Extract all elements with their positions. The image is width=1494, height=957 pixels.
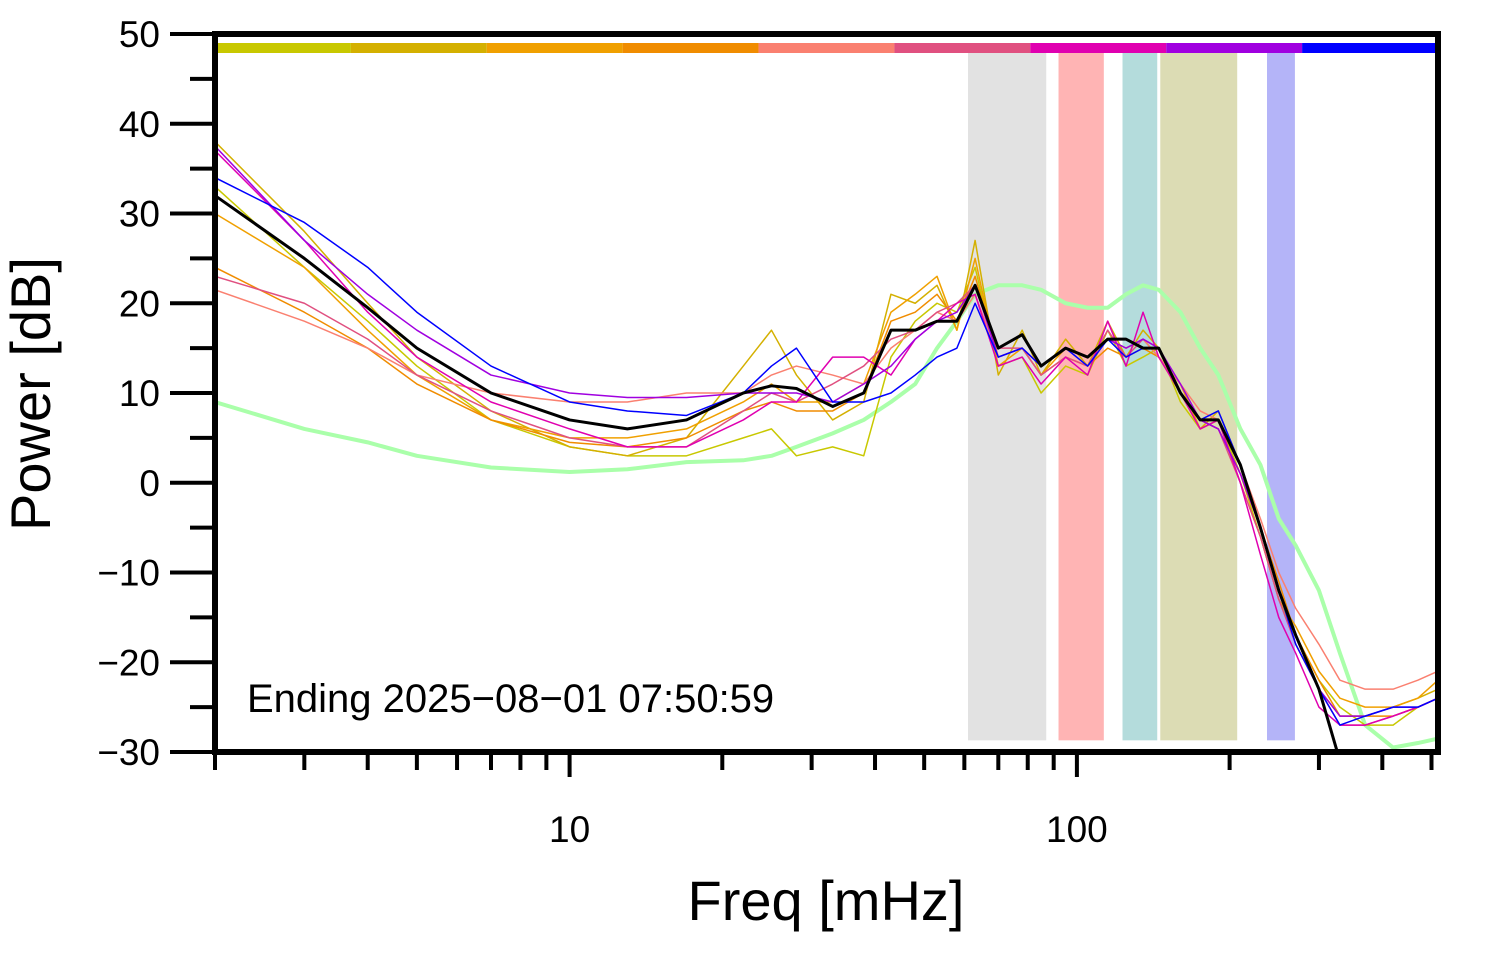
series-line [215,212,1438,708]
plot-frame [212,31,1441,755]
y-tick-label: 30 [119,194,160,235]
color-bar-segment [622,43,759,53]
shaded-band [1160,51,1238,741]
shaded-band [1058,51,1104,741]
y-tick-label: 40 [119,104,160,145]
y-axis-title: Power [dB] [0,257,62,531]
series-line [215,176,1438,726]
series-line [215,141,1438,717]
axes: −30 −20 −10 0 10 20 30 40 50 10 100 [97,14,1434,850]
color-bar-segment [1030,43,1167,53]
shaded-band [967,51,1047,741]
color-bar-segment [1302,43,1438,53]
series-line [215,145,1438,717]
color-bar-segment [350,43,487,53]
series-line [215,283,1438,750]
shaded-band [1122,51,1158,741]
color-bar-segment [486,43,623,53]
color-bar-segment [758,43,895,53]
color-bar-segment [894,43,1031,53]
shaded-band [1267,51,1295,741]
y-tick-label: −30 [97,732,160,773]
series-line [215,194,1339,752]
y-tick-label: 10 [119,373,160,414]
y-tick-label: 20 [119,283,160,324]
annotation: Ending 2025−08−01 07:50:59 [247,677,774,721]
color-bar [215,43,1438,53]
x-axis-title: Freq [mHz] [688,869,965,932]
lines [215,141,1438,752]
y-tick-label: 0 [139,463,160,504]
y-tick-label: −20 [97,642,160,683]
y-tick-label: 50 [119,14,160,55]
bands [967,51,1295,741]
color-bar-segment [215,43,351,53]
series-line [215,150,1438,726]
y-tick-label: −10 [97,553,160,594]
x-tick-label: 100 [1046,809,1108,850]
color-bar-segment [1166,43,1303,53]
x-tick-label: 10 [549,809,590,850]
series-line [215,275,1438,726]
